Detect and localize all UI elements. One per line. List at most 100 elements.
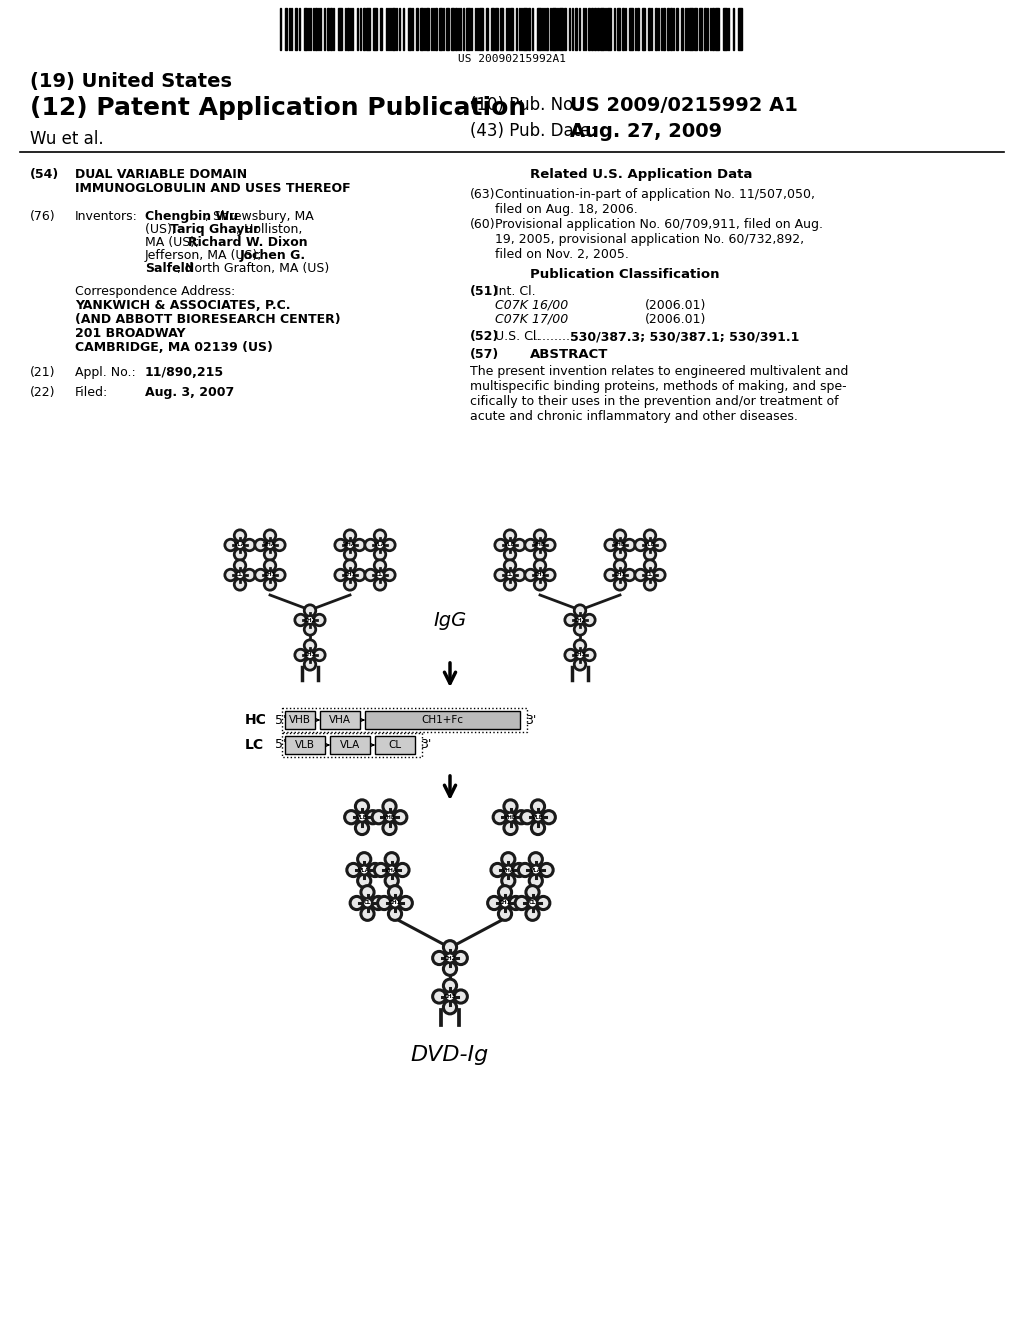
- Text: IMMUNOGLOBULIN AND USES THEREOF: IMMUNOGLOBULIN AND USES THEREOF: [75, 182, 350, 195]
- Ellipse shape: [531, 821, 545, 834]
- Text: Richard W. Dixon: Richard W. Dixon: [188, 236, 307, 249]
- Ellipse shape: [504, 821, 517, 834]
- Text: , Holliston,: , Holliston,: [236, 223, 302, 236]
- Circle shape: [577, 616, 584, 624]
- Circle shape: [236, 541, 244, 549]
- Ellipse shape: [304, 623, 315, 635]
- Circle shape: [445, 991, 455, 1001]
- Text: Related U.S. Application Data: Related U.S. Application Data: [530, 168, 753, 181]
- Ellipse shape: [345, 810, 357, 824]
- Ellipse shape: [542, 810, 555, 824]
- Ellipse shape: [504, 578, 516, 590]
- Ellipse shape: [526, 907, 539, 920]
- Text: Continuation-in-part of application No. 11/507,050,
filed on Aug. 18, 2006.: Continuation-in-part of application No. …: [495, 187, 815, 216]
- Ellipse shape: [393, 810, 407, 824]
- Bar: [495, 8, 498, 50]
- Bar: [738, 8, 742, 50]
- Text: C07K 16/00: C07K 16/00: [495, 300, 568, 312]
- Circle shape: [616, 572, 624, 579]
- Text: HC: HC: [245, 713, 267, 727]
- Bar: [629, 8, 633, 50]
- Bar: [315, 8, 317, 50]
- Bar: [552, 8, 556, 50]
- Bar: [597, 8, 599, 50]
- Bar: [426, 8, 429, 50]
- Ellipse shape: [234, 529, 246, 541]
- Ellipse shape: [502, 874, 515, 887]
- Bar: [451, 8, 454, 50]
- Text: VHB: VHB: [504, 814, 517, 820]
- Bar: [681, 8, 683, 50]
- Bar: [327, 8, 329, 50]
- Ellipse shape: [455, 952, 467, 965]
- Ellipse shape: [295, 649, 306, 661]
- Text: CH1+Fc: CH1+Fc: [422, 715, 464, 725]
- Ellipse shape: [264, 578, 275, 590]
- Bar: [594, 8, 596, 50]
- Ellipse shape: [624, 569, 635, 581]
- Ellipse shape: [525, 569, 537, 581]
- Text: Jochen G.: Jochen G.: [240, 249, 306, 261]
- Bar: [408, 8, 411, 50]
- Bar: [591, 8, 593, 50]
- Text: VLB: VLB: [295, 741, 315, 750]
- Text: VHB: VHB: [534, 543, 547, 548]
- Bar: [416, 8, 418, 50]
- Ellipse shape: [653, 540, 666, 550]
- Bar: [455, 8, 457, 50]
- Bar: [588, 8, 590, 50]
- Bar: [338, 8, 342, 50]
- Circle shape: [577, 651, 584, 659]
- Ellipse shape: [644, 560, 655, 572]
- Ellipse shape: [535, 529, 546, 541]
- Ellipse shape: [514, 569, 525, 581]
- Ellipse shape: [234, 578, 246, 590]
- Bar: [689, 8, 693, 50]
- Text: , North Grafton, MA (US): , North Grafton, MA (US): [177, 261, 330, 275]
- Ellipse shape: [344, 578, 355, 590]
- Ellipse shape: [504, 800, 517, 813]
- Text: (76): (76): [30, 210, 55, 223]
- Bar: [546, 8, 548, 50]
- Ellipse shape: [584, 649, 595, 661]
- Circle shape: [359, 866, 369, 875]
- Ellipse shape: [225, 540, 237, 550]
- Ellipse shape: [344, 549, 355, 560]
- Text: VHB: VHB: [289, 715, 311, 725]
- Text: CH2: CH2: [573, 618, 586, 623]
- Bar: [523, 8, 527, 50]
- Text: Filed:: Filed:: [75, 385, 109, 399]
- Bar: [295, 8, 297, 50]
- Bar: [285, 8, 287, 50]
- Ellipse shape: [432, 952, 445, 965]
- Ellipse shape: [644, 549, 655, 560]
- Text: C07K 17/00: C07K 17/00: [495, 313, 568, 326]
- Ellipse shape: [574, 659, 586, 671]
- Ellipse shape: [335, 569, 346, 581]
- Text: 201 BROADWAY: 201 BROADWAY: [75, 327, 185, 341]
- Bar: [655, 8, 657, 50]
- Ellipse shape: [355, 821, 369, 834]
- Bar: [622, 8, 624, 50]
- Text: CH3: CH3: [573, 652, 587, 657]
- FancyBboxPatch shape: [375, 737, 415, 754]
- Bar: [537, 8, 541, 50]
- Bar: [723, 8, 727, 50]
- Bar: [347, 8, 349, 50]
- Text: Salfeld: Salfeld: [145, 261, 194, 275]
- Ellipse shape: [518, 863, 531, 876]
- Ellipse shape: [535, 578, 546, 590]
- Ellipse shape: [378, 896, 391, 909]
- Ellipse shape: [535, 560, 546, 572]
- Text: Jefferson, MA (US);: Jefferson, MA (US);: [145, 249, 266, 261]
- Ellipse shape: [388, 907, 401, 920]
- Bar: [715, 8, 719, 50]
- Bar: [479, 8, 483, 50]
- Text: US 20090215992A1: US 20090215992A1: [458, 54, 566, 63]
- Text: 3': 3': [420, 738, 431, 751]
- Ellipse shape: [369, 863, 382, 876]
- Ellipse shape: [504, 549, 516, 560]
- Circle shape: [306, 616, 314, 624]
- Bar: [486, 8, 488, 50]
- Circle shape: [506, 541, 514, 549]
